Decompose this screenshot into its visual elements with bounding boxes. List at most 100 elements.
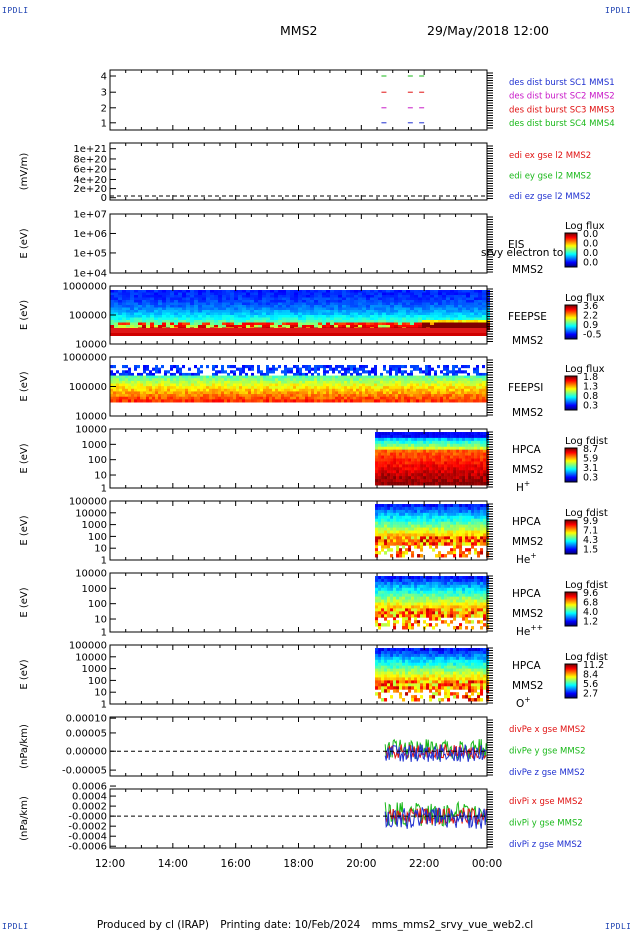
y-tick-label: 1	[101, 484, 107, 495]
species-label: H+	[516, 479, 530, 494]
species-label: O+	[516, 695, 531, 710]
y-axis-label: (mV/m)	[19, 153, 30, 191]
colorbar-tick-label: 0.3	[583, 473, 598, 484]
y-tick-label: -0.00005	[62, 766, 107, 777]
y-tick-label: 100	[88, 676, 107, 687]
y-tick-label: -0.0006	[68, 842, 107, 853]
colorbar-tick-label: 11.2	[583, 660, 604, 671]
y-tick-label: 2	[101, 103, 107, 114]
spacecraft-label: MMS2	[512, 464, 543, 476]
time-tick-label: 22:00	[409, 858, 439, 870]
legend-entry: divPi y gse MMS2	[509, 819, 583, 829]
instrument-label: HPCA	[512, 516, 542, 528]
y-tick-label: 3	[101, 88, 107, 99]
time-tick-label: 12:00	[95, 858, 125, 870]
y-tick-label: 1	[101, 700, 107, 711]
legend-entry: des dist burst SC4 MMS4	[509, 119, 615, 129]
y-axis-label: E (eV)	[19, 443, 30, 473]
species-label: He++	[516, 623, 543, 638]
time-tick-label: 00:00	[472, 858, 502, 870]
colorbar-tick-label: 2.7	[583, 689, 598, 700]
colorbar	[564, 591, 578, 627]
colorbar-tick-label: 7.1	[583, 526, 598, 537]
spacecraft-label: MMS2	[512, 264, 543, 276]
y-axis-label: (nPa/km)	[19, 724, 30, 769]
colorbar	[564, 375, 578, 411]
y-tick-label: 10	[94, 688, 107, 699]
instrument-label: FEEPSI	[508, 382, 543, 394]
y-tick-label: 1000	[82, 440, 107, 451]
spacecraft-title: MMS2	[280, 23, 318, 38]
y-tick-label: -0.0004	[68, 832, 107, 843]
legend-entry: divPi z gse MMS2	[509, 840, 582, 850]
spacecraft-label: MMS2	[512, 680, 543, 692]
y-tick-label: 0.00005	[66, 728, 107, 739]
legend-entry: edi ey gse l2 MMS2	[509, 172, 591, 182]
y-axis-label: E (eV)	[19, 371, 30, 401]
legend-entry: divPe z gse MMS2	[509, 768, 585, 778]
legend-entry: des dist burst SC2 MMS2	[509, 92, 615, 102]
colorbar-title: Log fdist	[565, 580, 608, 591]
y-tick-label: 1e+04	[73, 269, 107, 280]
footer-filename: mms_mms2_srvy_vue_web2.cl	[371, 919, 534, 931]
colorbar-tick-label: 2.2	[583, 311, 598, 322]
y-tick-label: 1000000	[62, 353, 107, 364]
y-tick-label: 10000	[75, 508, 107, 519]
time-tick-label: 18:00	[283, 858, 313, 870]
y-tick-label: 10	[94, 544, 107, 555]
colorbar-tick-label: 0.3	[583, 401, 598, 412]
y-axis-label: E (eV)	[19, 228, 30, 258]
spacecraft-label: MMS2	[512, 335, 543, 347]
y-tick-label: 10000	[75, 340, 107, 351]
time-tick-label: 14:00	[158, 858, 188, 870]
y-tick-label: 100000	[69, 497, 107, 508]
y-tick-label: 0.00010	[66, 714, 107, 725]
y-axis-label: E (eV)	[19, 659, 30, 689]
spacecraft-label: MMS2	[512, 407, 543, 419]
datetime-title: 29/May/2018 12:00	[427, 23, 549, 38]
corner-mark-bottom-left: IPDLI	[2, 922, 29, 931]
panel-frame	[109, 142, 488, 201]
spacecraft-label: MMS2	[512, 608, 543, 620]
y-tick-label: 0.0002	[72, 802, 107, 813]
y-tick-label: 0	[101, 193, 107, 204]
colorbar-tick-label: 0.0	[583, 239, 598, 250]
panel-divpi: -0.0006-0.0004-0.0002-0.00000.00020.0004…	[19, 782, 583, 853]
y-tick-label: 2e+20	[73, 184, 107, 195]
footer-produced-by: Produced by cl (IRAP)	[96, 919, 209, 931]
y-tick-label: 100000	[69, 382, 107, 393]
colorbar-tick-label: 4.0	[583, 607, 598, 618]
y-tick-label: 1000	[82, 584, 107, 595]
colorbar-tick-label: 3.1	[583, 463, 598, 474]
colorbar-tick-label: 9.9	[583, 516, 598, 527]
y-tick-label: -0.0000	[68, 812, 107, 823]
colorbar	[564, 663, 578, 699]
y-axis-label: E (eV)	[19, 587, 30, 617]
colorbar-tick-label: 3.6	[583, 301, 598, 312]
panel-frame	[109, 69, 488, 131]
colorbar-tick-label: 0.8	[583, 391, 598, 402]
series-line	[384, 744, 487, 762]
y-tick-label: 1	[101, 118, 107, 129]
series-line	[384, 807, 487, 829]
spacecraft-label: MMS2	[512, 536, 543, 548]
y-tick-label: 100	[88, 532, 107, 543]
instrument-label: HPCA	[512, 660, 542, 672]
colorbar-tick-label: 0.0	[583, 248, 598, 259]
colorbar-title: Log flux	[565, 293, 605, 304]
y-tick-label: 0.00000	[66, 747, 107, 758]
y-tick-label: 10	[94, 471, 107, 482]
footer: Produced by cl (IRAP) Printing date: 10/…	[0, 919, 630, 931]
y-tick-label: 1e+07	[73, 210, 107, 221]
panel-hpca_h: 1 10 100 1000 10000 E (eV) HPCA MMS2 H+ Log fdist…	[19, 425, 608, 495]
colorbar	[564, 232, 578, 268]
corner-mark-top-right: IPDLI	[605, 6, 630, 15]
instrument-label: EIS	[508, 239, 525, 251]
legend-entry: divPe y gse MMS2	[509, 747, 586, 757]
panel-eis: 1e+04 1e+05 1e+06 1e+07 E (eV) EIS MMS2 srvy el…	[19, 210, 605, 280]
instrument-label: FEEPSE	[508, 311, 547, 323]
colorbar	[564, 447, 578, 483]
